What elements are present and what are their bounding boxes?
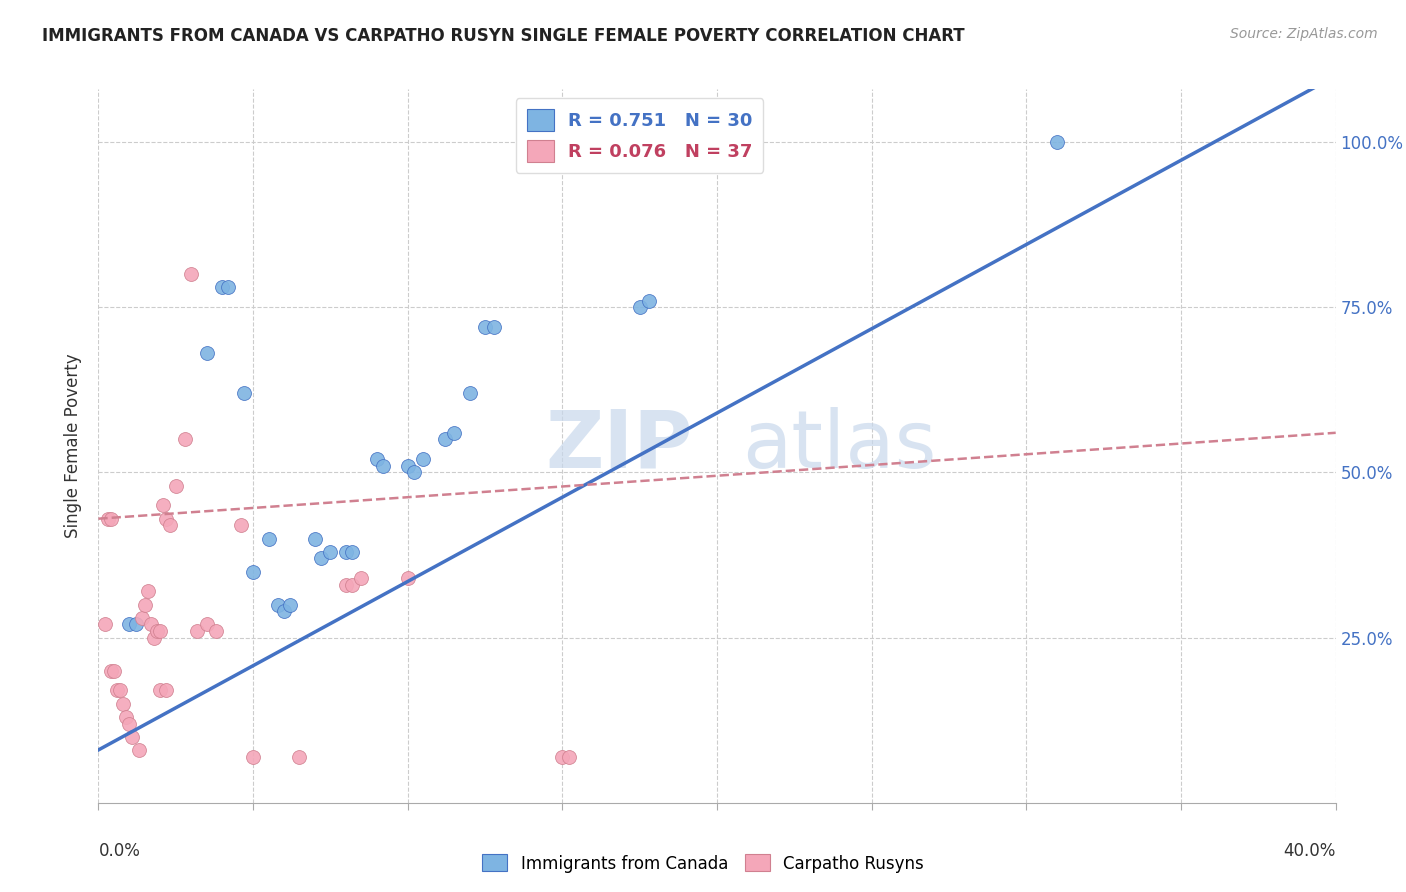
Point bbox=[257, 532, 280, 546]
Point bbox=[103, 664, 125, 678]
Point bbox=[551, 749, 574, 764]
Point bbox=[180, 267, 202, 281]
Point bbox=[146, 624, 169, 638]
Point bbox=[366, 452, 388, 467]
Point bbox=[458, 386, 481, 401]
Text: Source: ZipAtlas.com: Source: ZipAtlas.com bbox=[1230, 27, 1378, 41]
Point bbox=[273, 604, 295, 618]
Point bbox=[105, 683, 128, 698]
Point bbox=[131, 611, 153, 625]
Legend: Immigrants from Canada, Carpatho Rusyns: Immigrants from Canada, Carpatho Rusyns bbox=[475, 847, 931, 880]
Point bbox=[211, 280, 233, 294]
Point bbox=[155, 683, 177, 698]
Point bbox=[350, 571, 373, 585]
Point bbox=[118, 617, 141, 632]
Point bbox=[159, 518, 181, 533]
Point bbox=[139, 617, 162, 632]
Point bbox=[526, 148, 548, 162]
Point bbox=[155, 511, 177, 525]
Point bbox=[1046, 135, 1069, 149]
Point bbox=[112, 697, 135, 711]
Point bbox=[195, 617, 218, 632]
Point bbox=[309, 551, 332, 566]
Point bbox=[195, 346, 218, 360]
Point bbox=[474, 320, 496, 334]
Point bbox=[134, 598, 156, 612]
Y-axis label: Single Female Poverty: Single Female Poverty bbox=[65, 354, 83, 538]
Point bbox=[340, 578, 363, 592]
Point bbox=[232, 386, 254, 401]
Point bbox=[229, 518, 252, 533]
Point bbox=[443, 425, 465, 440]
Legend: R = 0.751   N = 30, R = 0.076   N = 37: R = 0.751 N = 30, R = 0.076 N = 37 bbox=[516, 98, 763, 173]
Point bbox=[174, 433, 197, 447]
Text: 40.0%: 40.0% bbox=[1284, 842, 1336, 860]
Point bbox=[100, 664, 122, 678]
Point bbox=[319, 545, 342, 559]
Point bbox=[304, 532, 326, 546]
Text: 0.0%: 0.0% bbox=[98, 842, 141, 860]
Point bbox=[628, 300, 651, 314]
Point bbox=[186, 624, 208, 638]
Point bbox=[412, 452, 434, 467]
Point bbox=[205, 624, 228, 638]
Point bbox=[335, 545, 357, 559]
Point bbox=[149, 624, 172, 638]
Point bbox=[433, 433, 456, 447]
Point bbox=[124, 617, 146, 632]
Point bbox=[97, 511, 120, 525]
Point bbox=[136, 584, 159, 599]
Point bbox=[149, 683, 172, 698]
Point bbox=[1386, 135, 1406, 149]
Text: IMMIGRANTS FROM CANADA VS CARPATHO RUSYN SINGLE FEMALE POVERTY CORRELATION CHART: IMMIGRANTS FROM CANADA VS CARPATHO RUSYN… bbox=[42, 27, 965, 45]
Point bbox=[115, 710, 138, 724]
Point bbox=[396, 571, 419, 585]
Point bbox=[335, 578, 357, 592]
Point bbox=[638, 293, 661, 308]
Point bbox=[242, 565, 264, 579]
Point bbox=[152, 499, 174, 513]
Point bbox=[288, 749, 311, 764]
Point bbox=[100, 511, 122, 525]
Point bbox=[520, 154, 543, 169]
Point bbox=[267, 598, 290, 612]
Point bbox=[217, 280, 239, 294]
Point bbox=[165, 478, 187, 492]
Point bbox=[402, 466, 425, 480]
Point bbox=[242, 749, 264, 764]
Point bbox=[484, 320, 506, 334]
Point bbox=[340, 545, 363, 559]
Point bbox=[121, 730, 143, 744]
Point bbox=[143, 631, 166, 645]
Point bbox=[396, 458, 419, 473]
Point bbox=[557, 749, 579, 764]
Point bbox=[93, 617, 115, 632]
Point bbox=[128, 743, 150, 757]
Point bbox=[118, 716, 141, 731]
Text: ZIP: ZIP bbox=[546, 407, 692, 485]
Point bbox=[108, 683, 131, 698]
Point bbox=[371, 458, 394, 473]
Text: atlas: atlas bbox=[742, 407, 936, 485]
Point bbox=[278, 598, 301, 612]
